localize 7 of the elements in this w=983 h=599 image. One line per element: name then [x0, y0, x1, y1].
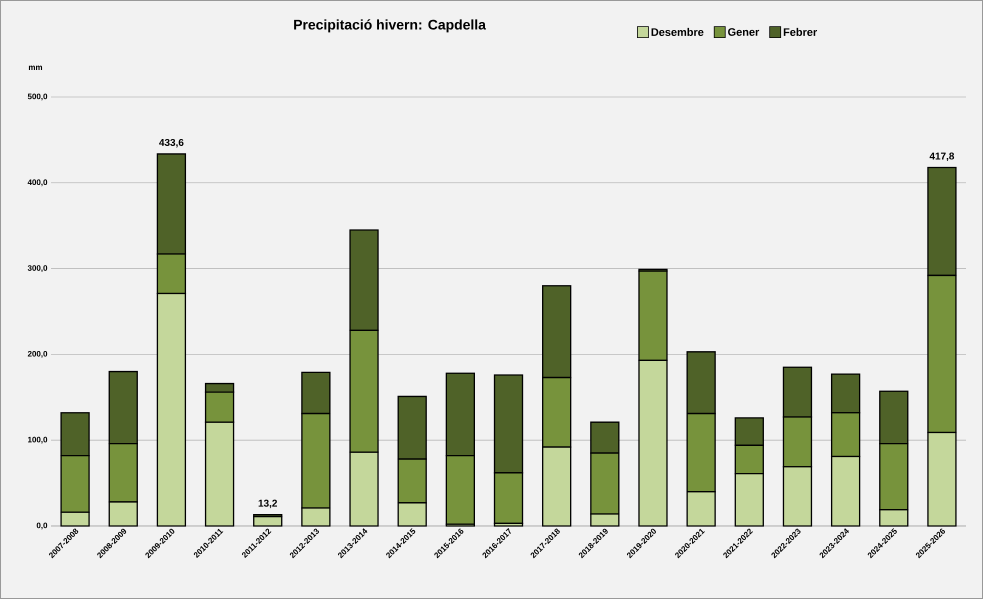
total-label: 13,2: [258, 500, 278, 508]
total-label: 433,6: [159, 138, 184, 148]
total-label: 417,8: [930, 152, 954, 161]
chart-title: Precipitació hivern: Capdella: [294, 19, 486, 32]
legend-label: Febrer: [784, 28, 818, 36]
legend-label: Gener: [728, 28, 760, 36]
legend-label: Desembre: [652, 28, 704, 36]
